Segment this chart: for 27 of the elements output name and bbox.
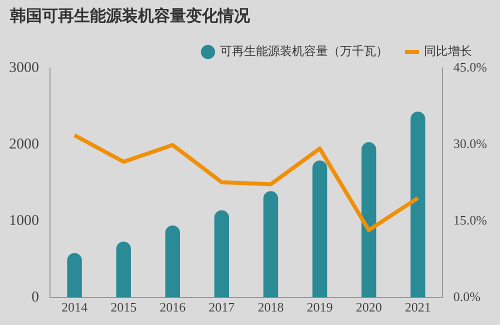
y-tick-label: 0 bbox=[32, 289, 39, 306]
x-tick-label: 2021 bbox=[404, 300, 431, 315]
bar bbox=[410, 112, 426, 298]
x-tick-label: 2019 bbox=[306, 300, 333, 315]
legend-label: 可再生能源装机容量（万千瓦） bbox=[220, 44, 388, 58]
y2-tick-label: 45.0% bbox=[453, 59, 488, 74]
y-tick-label: 1000 bbox=[9, 212, 39, 229]
x-tick-label: 2020 bbox=[356, 300, 382, 315]
y2-tick-label: 15.0% bbox=[453, 212, 488, 228]
x-tick-label: 2015 bbox=[110, 300, 137, 315]
bar bbox=[165, 226, 180, 298]
bar bbox=[312, 160, 328, 298]
y2-tick-label: 30.0% bbox=[453, 136, 488, 151]
bar bbox=[361, 142, 376, 298]
bar bbox=[67, 253, 82, 298]
x-tick-label: 2016 bbox=[160, 300, 186, 315]
legend-label: 同比增长 bbox=[424, 44, 472, 58]
x-tick-label: 2018 bbox=[258, 300, 284, 315]
y-tick-label: 2000 bbox=[9, 136, 39, 152]
x-tick-label: 2017 bbox=[208, 300, 236, 315]
bar bbox=[214, 210, 230, 298]
y-tick-label: 3000 bbox=[9, 60, 39, 76]
bar bbox=[116, 242, 131, 298]
y2-tick-label: 0.0% bbox=[453, 288, 481, 304]
x-tick-label: 2014 bbox=[62, 300, 88, 315]
chart-title: 韩国可再生能源装机容量变化情况 bbox=[10, 6, 250, 27]
bar bbox=[263, 191, 278, 298]
